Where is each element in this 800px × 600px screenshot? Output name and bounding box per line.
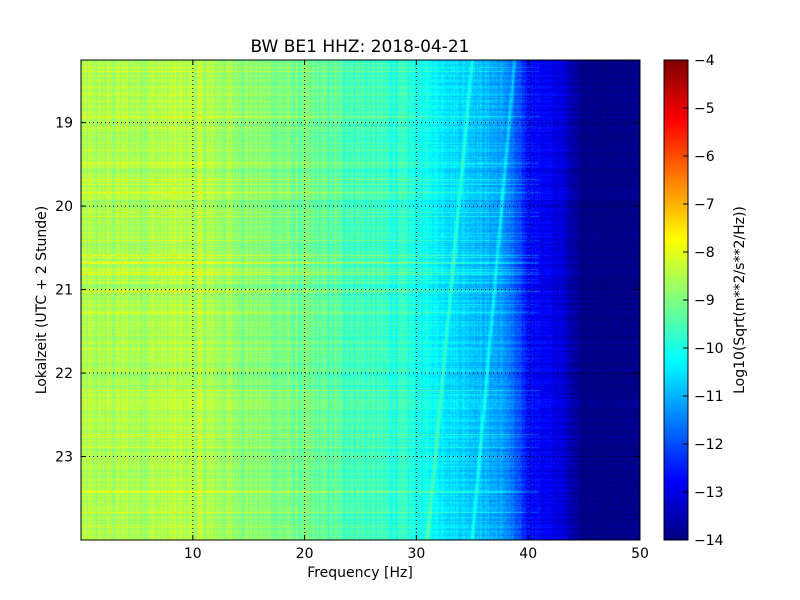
colorbar-tick-label: −10: [694, 341, 724, 357]
colorbar-tick-label: −11: [694, 389, 724, 405]
x-tick-label: 10: [184, 546, 202, 562]
y-axis-ticks: 19 20 21 22 23: [55, 116, 640, 466]
spectrogram-heatmap: [81, 60, 640, 540]
colorbar-tick-label: −8: [694, 245, 715, 261]
y-tick-label: 21: [55, 283, 73, 299]
x-axis-label: Frequency [Hz]: [307, 565, 413, 581]
colorbar-tick-label: −13: [694, 485, 724, 501]
colorbar-tick-label: −9: [694, 293, 715, 309]
y-tick-label: 19: [55, 116, 73, 132]
colorbar-tick-label: −6: [694, 149, 715, 165]
y-tick-label: 23: [55, 450, 73, 466]
colorbar-tick-label: −4: [694, 53, 715, 69]
x-tick-label: 40: [519, 546, 537, 562]
x-tick-label: 30: [407, 546, 425, 562]
grid-lines: [81, 60, 640, 540]
y-axis-label: Lokalzeit (UTC + 2 Stunde): [34, 206, 50, 395]
chart-title: BW BE1 HHZ: 2018-04-21: [250, 37, 469, 57]
x-tick-label: 50: [631, 546, 649, 562]
colorbar-tick-label: −12: [694, 437, 724, 453]
x-tick-label: 20: [296, 546, 314, 562]
x-axis-ticks: 10 20 30 40 50: [184, 60, 649, 562]
colorbar-label: Log10(Sqrt(m**2/s**2/Hz)): [732, 206, 748, 394]
y-tick-label: 20: [55, 199, 73, 215]
colorbar-tick-label: −14: [694, 533, 724, 549]
colorbar-tick-label: −5: [694, 101, 715, 117]
y-tick-label: 22: [55, 366, 73, 382]
colorbar-ticks: −4 −5 −6 −7 −8 −9 −10 −11 −12 −13 −14: [683, 53, 724, 549]
plot-frame: [80, 59, 641, 541]
colorbar-tick-label: −7: [694, 197, 715, 213]
